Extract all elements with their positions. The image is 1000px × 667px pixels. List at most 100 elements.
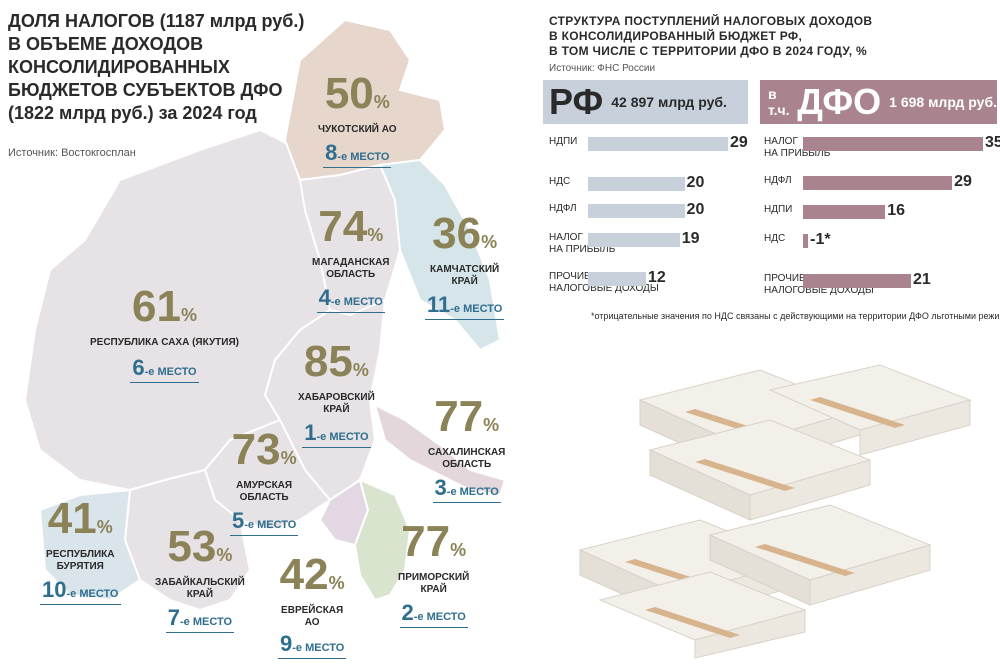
dfo-bar — [803, 205, 886, 219]
rf-bar-category: НАЛОГ НА ПРИБЫЛЬ — [549, 232, 615, 256]
region-share: 50% — [324, 69, 390, 118]
rf-header: РФ 42 897 млрд руб. — [543, 80, 748, 124]
region-rank: 5-е МЕСТО — [230, 508, 299, 536]
region-label-primorye: 77% ПРИМОРСКИЙ КРАЙ 2-е МЕСТО — [398, 520, 469, 628]
region-rank: 3-е МЕСТО — [432, 475, 501, 503]
region-name: РЕСПУБЛИКА — [46, 549, 115, 560]
dfo-bar — [803, 176, 953, 190]
region-name: ЧУКОТСКИЙ АО — [318, 124, 397, 135]
region-label-buryatia: 41% РЕСПУБЛИКА БУРЯТИЯ 10-е МЕСТО — [40, 497, 121, 605]
region-rank: 1-е МЕСТО — [302, 420, 371, 448]
region-name: ХАБАРОВСКИЙ — [298, 392, 375, 403]
region-rank: 6-е МЕСТО — [130, 355, 199, 383]
dfo-map — [23, 18, 507, 612]
region-label-chukotka: 50% ЧУКОТСКИЙ АО 8-е МЕСТО — [318, 72, 397, 168]
rf-bar-value-label: 12 — [647, 269, 666, 286]
region-share: 73% — [231, 425, 297, 474]
rf-bar-category-line: НДПИ — [549, 136, 578, 147]
dfo-bar-category: НДПИ — [764, 204, 792, 216]
region-name: АО — [304, 617, 320, 628]
dfo-header-prefix: в т.ч. — [768, 86, 790, 118]
region-rank: 8-е МЕСТО — [323, 140, 392, 168]
dfo-bar-value-label: -1* — [810, 231, 831, 248]
rf-header-big: РФ — [549, 81, 604, 122]
region-label-zabaikalsky: 53% ЗАБАЙКАЛЬСКИЙ КРАЙ 7-е МЕСТО — [155, 525, 245, 633]
rf-bar-value-label: 20 — [686, 174, 705, 191]
dfo-bar-category-line: НДФЛ — [764, 175, 792, 186]
rf-bar — [588, 137, 728, 151]
rf-bar — [588, 177, 685, 191]
region-name: КРАЙ — [451, 276, 478, 287]
dfo-bar-value-label: 35 — [985, 134, 1000, 151]
dfo-bar-category-line: НДС — [764, 233, 786, 244]
rf-bar-category-line: НДФЛ — [549, 203, 577, 214]
region-name: ЗАБАЙКАЛЬСКИЙ — [155, 577, 245, 588]
money-stack — [708, 504, 932, 606]
dfo-bar — [803, 234, 809, 248]
dfo-bar-category-line: НА ПРИБЫЛЬ — [764, 148, 831, 159]
dfo-bar-value-label: 21 — [913, 271, 931, 288]
region-rank: 9-е МЕСТО — [278, 631, 347, 659]
bar-chart-title-line: СТРУКТУРА ПОСТУПЛЕНИЙ НАЛОГОВЫХ ДОХОДОВ — [549, 14, 873, 28]
rf-bar-value-label: 29 — [730, 134, 748, 151]
map-title-line: БЮДЖЕТОВ СУБЪЕКТОВ ДФО — [8, 80, 283, 100]
map-title-line: КОНСОЛИДИРОВАННЫХ — [8, 57, 230, 77]
region-name: ОБЛАСТЬ — [239, 492, 289, 503]
dfo-header-big: ДФО — [797, 81, 882, 122]
rf-bar-category-line: НАЛОГОВЫЕ ДОХОДЫ — [549, 283, 659, 294]
map-title-line: ДОЛЯ НАЛОГОВ (1187 млрд руб.) — [8, 11, 305, 31]
money-stacks-illustration — [578, 364, 972, 659]
dfo-bar-category-line: НАЛОГОВЫЕ ДОХОДЫ — [764, 285, 874, 296]
rf-bar-value-label: 19 — [681, 230, 700, 247]
region-name: РЕСПУБЛИКА САХА (ЯКУТИЯ) — [90, 337, 239, 348]
region-rank: 2-е МЕСТО — [399, 600, 468, 628]
money-stack — [598, 571, 807, 659]
rf-header-total: 42 897 млрд руб. — [611, 94, 727, 110]
region-name: КРАЙ — [186, 589, 214, 600]
rf-bar — [588, 204, 685, 218]
footnote: *отрицательные значения по НДС связаны с… — [591, 311, 1000, 321]
map-source: Источник: Востокгосплан — [8, 147, 136, 159]
dfo-bar-category-line: НДПИ — [764, 204, 793, 215]
dfo-bar-category: НДС — [764, 233, 785, 245]
region-name: КАМЧАТСКИЙ — [430, 264, 500, 275]
map-title-line: (1822 млрд руб.) за 2024 год — [8, 103, 257, 123]
region-name: САХАЛИНСКАЯ — [428, 447, 506, 458]
bar-chart-title-line: В КОНСОЛИДИРОВАННЫЙ БЮДЖЕТ РФ, — [549, 29, 803, 43]
region-rank: 10-е МЕСТО — [40, 577, 121, 605]
map-title: ДОЛЯ НАЛОГОВ (1187 млрд руб.) В ОБЪЕМЕ Д… — [8, 10, 304, 125]
region-share: 77% — [401, 517, 467, 566]
region-name: МАГАДАНСКАЯ — [312, 257, 390, 268]
region-share: 61% — [132, 282, 197, 331]
bar-chart-title: СТРУКТУРА ПОСТУПЛЕНИЙ НАЛОГОВЫХ ДОХОДОВ … — [549, 14, 872, 59]
dfo-header: в т.ч. ДФО 1 698 млрд руб. — [760, 80, 997, 124]
rf-bar-category: НДПИ — [549, 136, 577, 148]
money-stack — [768, 364, 972, 456]
bar-chart-title-line: В ТОМ ЧИСЛЕ С ТЕРРИТОРИИ ДФО В 2024 ГОДУ… — [549, 44, 867, 58]
region-label-amur: 73% АМУРСКАЯ ОБЛАСТЬ 5-е МЕСТО — [230, 425, 299, 536]
rf-bar-category: ПРОЧИЕ НАЛОГОВЫЕ ДОХОДЫ — [549, 271, 659, 295]
rf-bar-category-line: ПРОЧИЕ — [549, 271, 591, 282]
region-name: ПРИМОРСКИЙ — [398, 572, 470, 583]
region-kamchatka-shape — [378, 158, 502, 352]
region-primorye-shape — [353, 478, 412, 602]
dfo-bar — [803, 274, 911, 288]
dfo-bar-value-label: 16 — [887, 202, 906, 219]
region-name: ОБЛАСТЬ — [326, 269, 376, 280]
dfo-header-total: 1 698 млрд руб. — [889, 94, 997, 110]
dfo-bar-category: НДФЛ — [764, 175, 792, 187]
region-name: БУРЯТИЯ — [56, 561, 104, 572]
region-buryatia-shape — [38, 488, 142, 602]
rf-bar-category-line: НА ПРИБЫЛЬ — [549, 244, 616, 255]
region-label-yakutia: 61% РЕСПУБЛИКА САХА (ЯКУТИЯ) 6-е МЕСТО — [90, 285, 239, 383]
region-label-magadan: 74% МАГАДАНСКАЯ ОБЛАСТЬ 4-е МЕСТО — [312, 205, 390, 313]
region-rank: 4-е МЕСТО — [316, 285, 385, 313]
bar-chart-source: Источник: ФНС России — [549, 63, 656, 74]
region-rank: 11-е МЕСТО — [425, 292, 505, 320]
region-rank: 7-е МЕСТО — [165, 605, 235, 633]
region-name: ЕВРЕЙСКАЯ — [281, 605, 344, 616]
region-share: 42% — [279, 550, 345, 599]
rf-bar-category: НДФЛ — [549, 203, 577, 215]
rf-bar — [588, 233, 680, 247]
dfo-bar-category-line: ПРОЧИЕ — [764, 273, 806, 284]
